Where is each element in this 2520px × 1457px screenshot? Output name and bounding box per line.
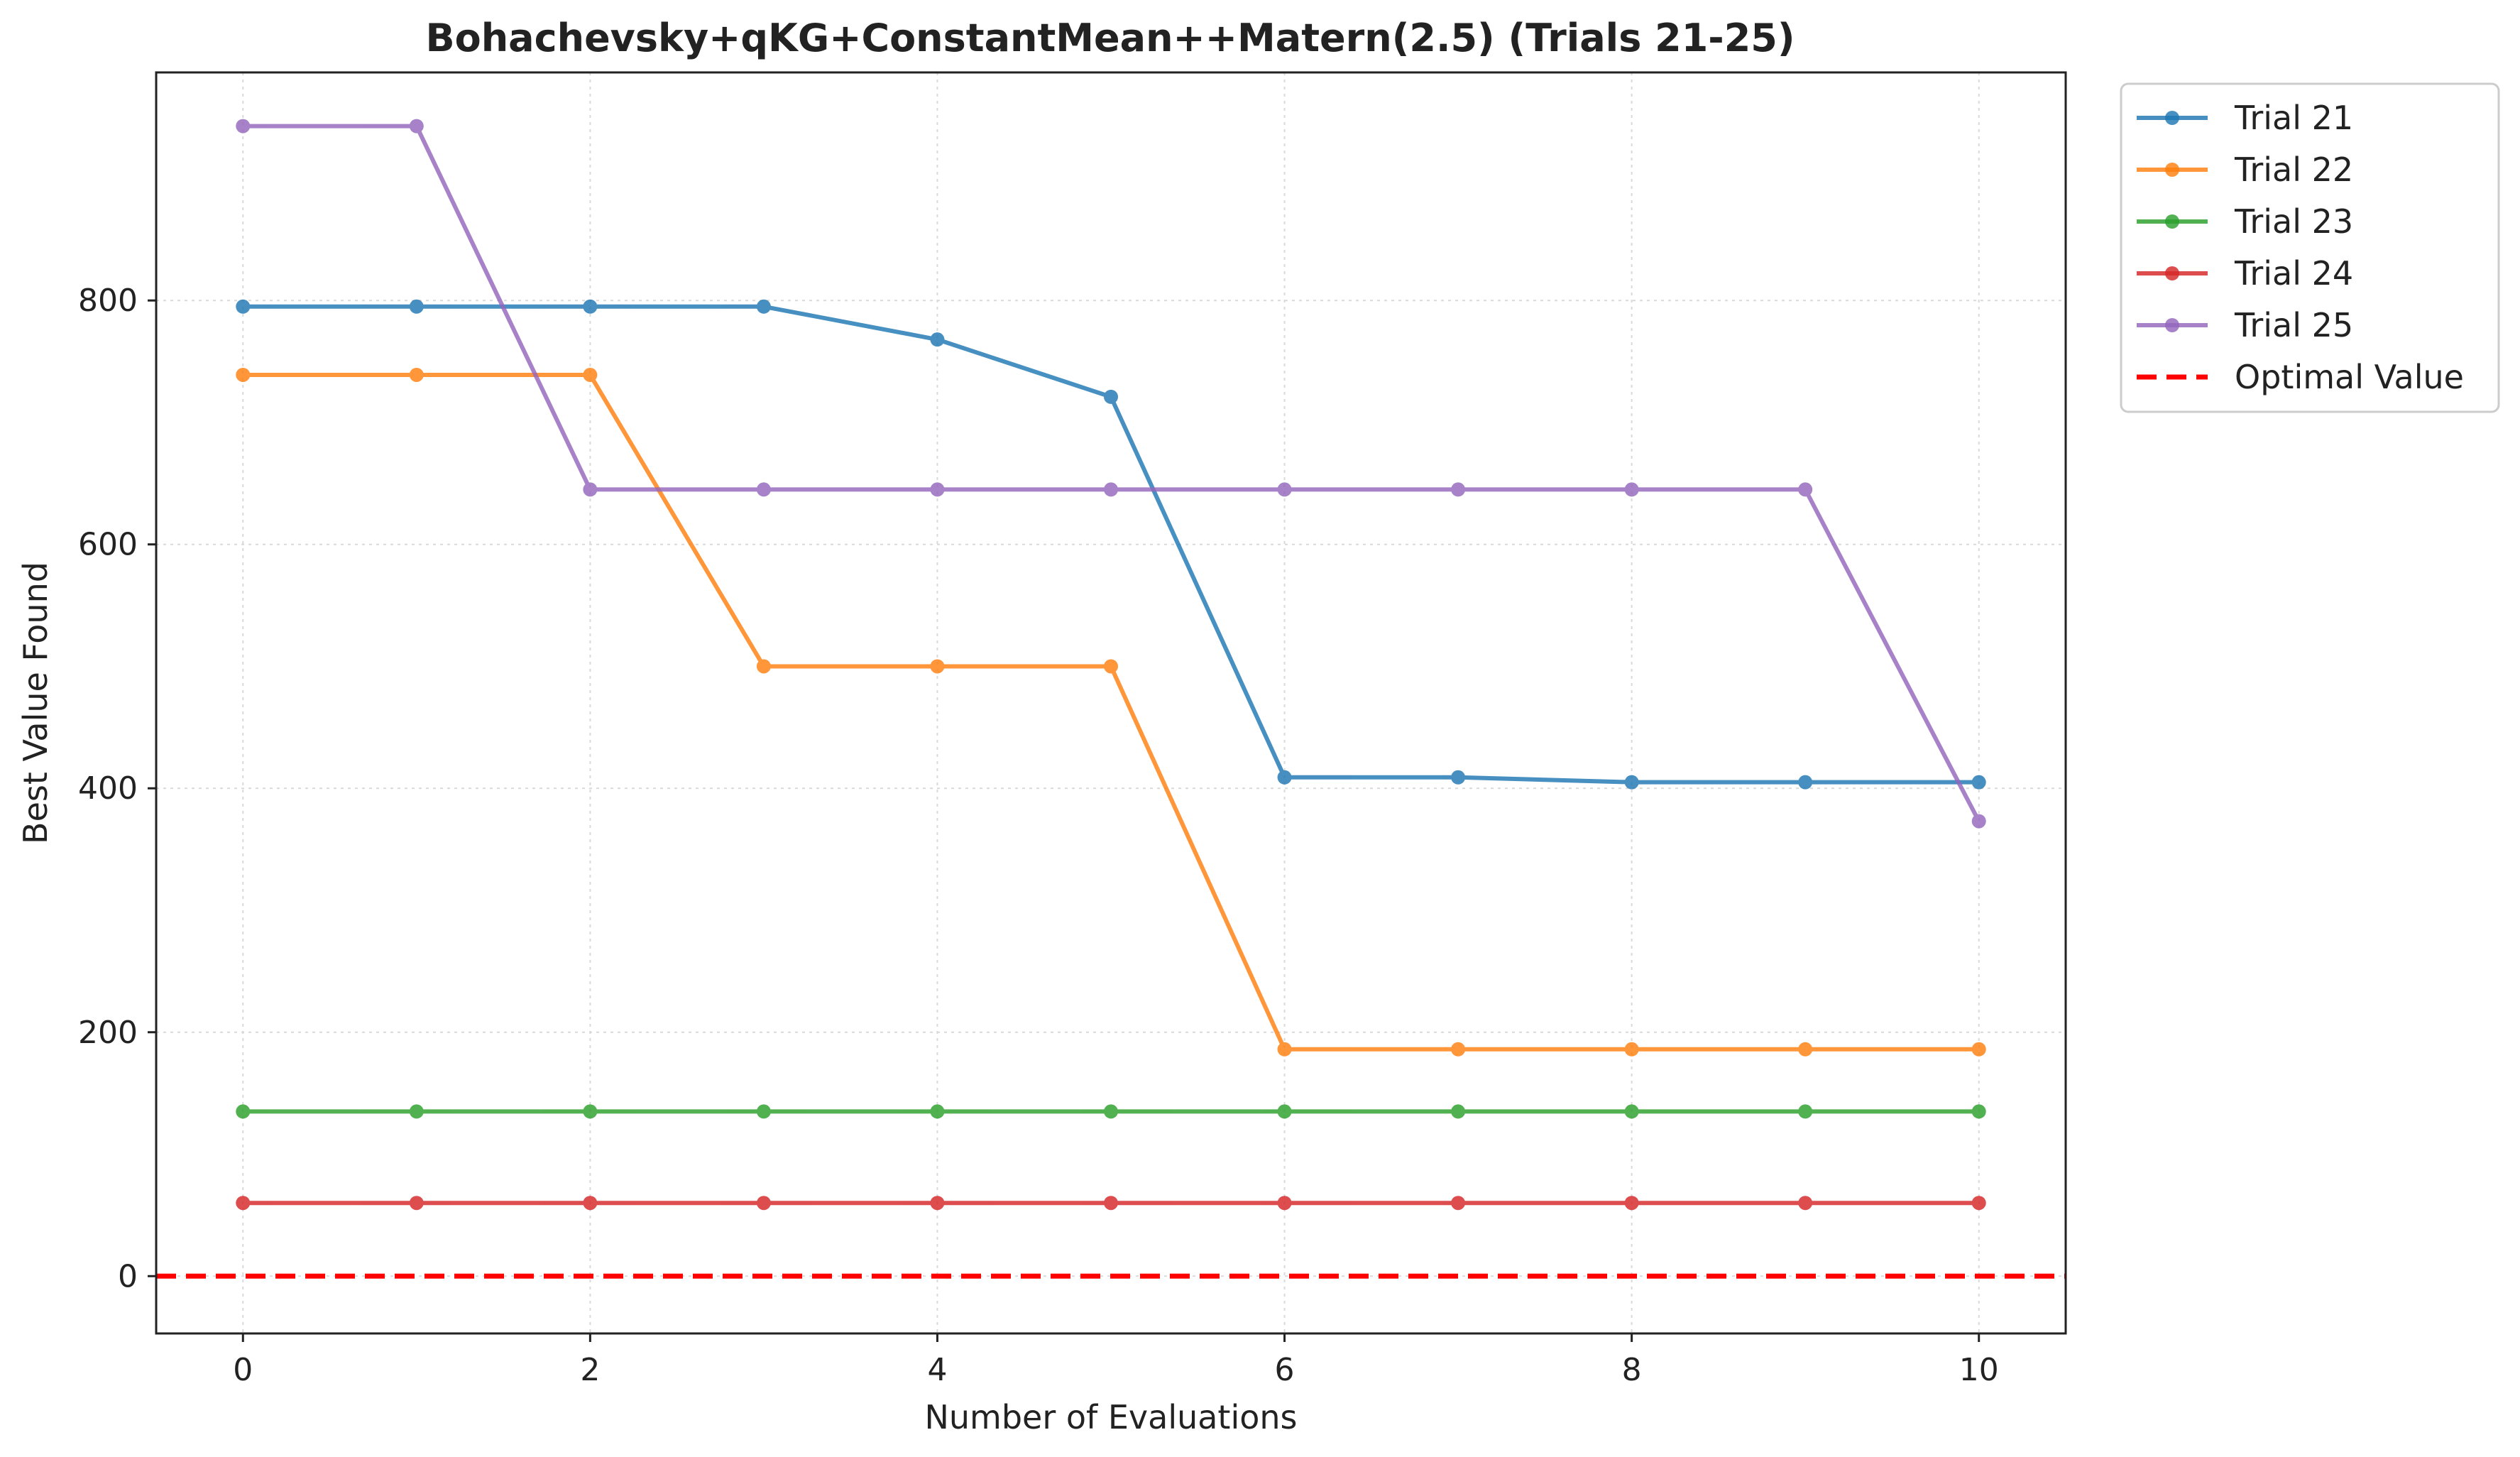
legend-label: Trial 24 (2234, 254, 2353, 293)
x-tick-label: 2 (580, 1352, 600, 1388)
data-point (1624, 775, 1639, 790)
x-tick-label: 4 (927, 1352, 947, 1388)
y-tick-label: 600 (78, 527, 138, 563)
legend-marker (2165, 266, 2179, 280)
legend-marker (2165, 214, 2179, 229)
y-tick-label: 0 (118, 1258, 138, 1294)
data-point (1971, 1104, 1986, 1119)
data-point (930, 1196, 945, 1211)
data-point (930, 659, 945, 674)
data-point (1277, 1104, 1292, 1119)
data-point (756, 659, 771, 674)
data-point (1104, 1104, 1118, 1119)
data-point (1277, 482, 1292, 497)
y-axis-label: Best Value Found (16, 562, 55, 844)
legend-entry: Trial 22 (2137, 151, 2353, 189)
data-point (930, 1104, 945, 1119)
data-point (1451, 770, 1466, 785)
series-1 (236, 299, 1986, 790)
data-point (756, 1104, 771, 1119)
data-point (1971, 1196, 1986, 1211)
data-point (1277, 1042, 1292, 1057)
data-point (1971, 775, 1986, 790)
data-point (1104, 659, 1118, 674)
data-point (930, 332, 945, 347)
y-tick-label: 800 (78, 283, 138, 319)
data-point (236, 299, 251, 314)
legend-box (2120, 82, 2500, 413)
legend-label: Optimal Value (2235, 358, 2464, 396)
data-point (1798, 1104, 1813, 1119)
legend-label: Trial 22 (2234, 151, 2353, 189)
data-point (1104, 482, 1118, 497)
legend-marker (2165, 163, 2179, 177)
data-point (583, 482, 598, 497)
series-layer (236, 119, 1986, 1211)
data-point (1798, 1196, 1813, 1211)
series-5 (236, 119, 1986, 829)
data-point (236, 119, 251, 133)
legend-entry: Trial 24 (2137, 254, 2353, 293)
x-axis-label: Number of Evaluations (924, 1398, 1297, 1436)
legend-marker (2165, 318, 2179, 332)
data-point (1277, 770, 1292, 785)
data-point (756, 1196, 771, 1211)
data-point (1624, 482, 1639, 497)
data-point (756, 482, 771, 497)
legend-marker (2165, 111, 2179, 125)
data-point (583, 367, 598, 382)
data-point (1451, 1042, 1466, 1057)
data-point (409, 1196, 424, 1211)
data-point (930, 482, 945, 497)
x-tick-label: 8 (1622, 1352, 1642, 1388)
y-tick-label: 200 (78, 1015, 138, 1051)
legend-label: Trial 25 (2234, 306, 2353, 344)
data-point (1451, 1104, 1466, 1119)
data-point (1798, 775, 1813, 790)
data-point (1104, 1196, 1118, 1211)
chart-title: Bohachevsky+qKG+ConstantMean++Matern(2.5… (425, 16, 1795, 60)
plot-area-frame (155, 71, 2067, 1335)
data-point (1971, 1042, 1986, 1057)
data-point (409, 1104, 424, 1119)
data-point (583, 1104, 598, 1119)
data-point (1104, 389, 1118, 404)
series-2 (236, 367, 1986, 1057)
y-tick-label: 400 (78, 770, 138, 807)
series-3 (236, 1104, 1986, 1119)
legend-label: Trial 21 (2234, 99, 2353, 137)
data-point (1798, 482, 1813, 497)
data-point (1624, 1104, 1639, 1119)
data-point (1971, 814, 1986, 829)
legend-label: Trial 23 (2234, 202, 2353, 241)
data-point (756, 299, 771, 314)
data-point (1798, 1042, 1813, 1057)
data-point (1277, 1196, 1292, 1211)
data-point (409, 119, 424, 133)
data-point (583, 1196, 598, 1211)
data-point (409, 367, 424, 382)
data-point (1451, 482, 1466, 497)
legend-entry: Trial 23 (2137, 202, 2353, 241)
x-tick-label: 6 (1275, 1352, 1295, 1388)
x-tick-label: 10 (1959, 1352, 1999, 1388)
data-point (236, 367, 251, 382)
legend-entry: Trial 21 (2137, 99, 2353, 137)
x-tick-label: 0 (233, 1352, 253, 1388)
data-point (409, 299, 424, 314)
legend-entry: Optimal Value (2137, 358, 2464, 396)
data-point (1624, 1196, 1639, 1211)
data-point (236, 1104, 251, 1119)
data-point (236, 1196, 251, 1211)
legend: Trial 21 Trial 22 Trial 23 Trial 24 Trial 25… (2120, 82, 2500, 413)
data-point (583, 299, 598, 314)
legend-entry: Trial 25 (2137, 306, 2353, 344)
series-4 (236, 1196, 1986, 1211)
data-point (1624, 1042, 1639, 1057)
data-point (1451, 1196, 1466, 1211)
ticks: 0 2 4 6 8 10 0 200 400 600 800 (78, 283, 1999, 1388)
